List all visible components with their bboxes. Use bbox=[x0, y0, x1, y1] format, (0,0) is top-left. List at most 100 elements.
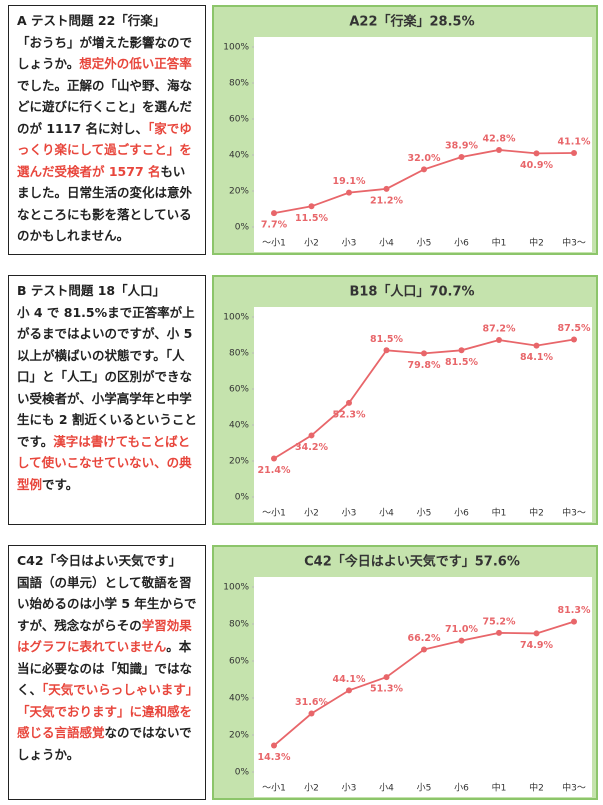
y-tick-label: 100% bbox=[223, 583, 249, 593]
data-point bbox=[421, 646, 427, 653]
data-point bbox=[308, 203, 315, 210]
data-label: 75.2% bbox=[483, 616, 516, 627]
emphasis-text: 漢字は書けてもことばとして使いこなせていない、の典型例 bbox=[17, 433, 192, 492]
data-point bbox=[533, 150, 540, 157]
heading: C42「今日はよい天気です」 bbox=[17, 553, 182, 568]
data-label: 21.2% bbox=[370, 195, 403, 206]
chart-title: B18「人口」70.7% bbox=[349, 284, 474, 300]
x-tick-label: 小6 bbox=[454, 238, 469, 249]
data-point bbox=[271, 742, 277, 749]
data-point bbox=[383, 185, 390, 192]
plot-area bbox=[254, 307, 592, 522]
data-label: 81.3% bbox=[558, 605, 591, 616]
data-point bbox=[496, 337, 502, 344]
body-text: 。本当に必要なのは「知識」ではなく、 bbox=[17, 639, 193, 697]
data-point bbox=[458, 637, 465, 644]
y-tick-label: 80% bbox=[229, 349, 249, 359]
data-label: 79.8% bbox=[408, 360, 441, 371]
chart: B18「人口」70.7% 0% 20% 40% 60% 80% 100% ～小1 小2 小3 小4 小… bbox=[212, 275, 598, 525]
data-point bbox=[383, 674, 390, 681]
y-tick-label: 40% bbox=[229, 694, 249, 704]
x-tick-label: 中2 bbox=[529, 237, 544, 249]
x-tick-label: 小3 bbox=[342, 783, 357, 794]
data-label: 87.2% bbox=[483, 324, 516, 335]
plot-area bbox=[254, 577, 592, 797]
body-text: もいました。日常生活の変化は意外なところにも影を落としているのかもしれません。 bbox=[17, 163, 193, 244]
x-tick-label: ～小1 bbox=[262, 508, 286, 519]
data-point bbox=[458, 153, 465, 160]
data-point bbox=[308, 710, 315, 717]
data-point bbox=[571, 336, 577, 343]
x-tick-label: 小2 bbox=[304, 238, 319, 249]
y-tick-label: 0% bbox=[235, 493, 250, 503]
body-text: です。 bbox=[42, 476, 79, 492]
data-label: 51.3% bbox=[370, 684, 403, 695]
y-tick-label: 20% bbox=[229, 457, 249, 467]
body-text: 「おうち」が増えた影響なのでしょうか。 bbox=[17, 34, 193, 72]
body-text: でした。正解の「山や野、海などに遊びに行くこと」を選んだのが 1117 名に対し… bbox=[17, 77, 193, 136]
data-point bbox=[533, 630, 540, 637]
data-label: 34.2% bbox=[295, 442, 328, 453]
data-label: 11.5% bbox=[295, 213, 328, 224]
x-tick-label: ～小1 bbox=[262, 783, 286, 794]
data-point bbox=[346, 189, 352, 196]
y-tick-label: 80% bbox=[229, 620, 249, 630]
data-point bbox=[571, 150, 577, 157]
x-tick-label: 小3 bbox=[342, 508, 357, 519]
data-point bbox=[496, 146, 502, 153]
chart-title: A22「行楽」28.5% bbox=[349, 14, 474, 30]
x-tick-label: 小5 bbox=[417, 508, 432, 519]
data-point bbox=[571, 618, 577, 625]
data-point bbox=[346, 687, 352, 694]
x-tick-label: 中1 bbox=[492, 782, 507, 794]
data-label: 44.1% bbox=[333, 674, 366, 685]
data-label: 87.5% bbox=[558, 323, 591, 334]
data-label: 84.1% bbox=[520, 352, 553, 363]
text-box: C42「今日はよい天気です」国語（の単元）として敬語を習い始めるのは小学 5 年… bbox=[8, 545, 206, 800]
x-tick-label: 小6 bbox=[454, 508, 469, 519]
y-tick-label: 100% bbox=[223, 313, 249, 323]
data-point bbox=[308, 432, 315, 439]
data-label: 81.5% bbox=[370, 334, 403, 345]
y-tick-label: 20% bbox=[229, 731, 249, 741]
x-tick-label: 小2 bbox=[304, 783, 319, 794]
x-tick-label: ～小1 bbox=[262, 238, 286, 249]
y-tick-label: 0% bbox=[235, 768, 250, 778]
data-label: 71.0% bbox=[445, 624, 478, 635]
data-label: 7.7% bbox=[261, 220, 288, 231]
emphasis-text: 学習効果はグラフに表れていません bbox=[17, 617, 192, 655]
data-label: 66.2% bbox=[408, 633, 441, 644]
data-label: 41.1% bbox=[558, 137, 591, 148]
y-tick-label: 100% bbox=[223, 43, 249, 53]
x-tick-label: 中1 bbox=[492, 237, 507, 249]
data-point bbox=[421, 166, 427, 173]
data-label: 74.9% bbox=[520, 640, 553, 651]
x-tick-label: 小5 bbox=[417, 238, 432, 249]
x-tick-label: 小4 bbox=[379, 783, 394, 794]
body-text: なのではないでしょうか。 bbox=[17, 725, 192, 762]
x-tick-label: 中2 bbox=[529, 507, 544, 519]
chart-title: C42「今日はよい天気です」57.6% bbox=[304, 554, 520, 570]
y-tick-label: 80% bbox=[229, 79, 249, 89]
data-point bbox=[458, 347, 465, 354]
body-text: 国語（の単元）として敬語を習い始めるのは小学 5 年生からですが、残念ながらその bbox=[17, 574, 197, 633]
x-tick-label: 中3～ bbox=[562, 507, 586, 519]
x-tick-label: 小5 bbox=[417, 783, 432, 794]
y-tick-label: 60% bbox=[229, 657, 249, 667]
data-point bbox=[421, 350, 427, 357]
y-tick-label: 40% bbox=[229, 151, 249, 161]
chart: A22「行楽」28.5% 0% 20% 40% 60% 80% 100% ～小1 小2 小3 小4 小… bbox=[212, 5, 598, 255]
data-label: 19.1% bbox=[333, 176, 366, 187]
x-tick-label: 小3 bbox=[342, 238, 357, 249]
x-tick-label: 小4 bbox=[379, 508, 394, 519]
x-tick-label: 中1 bbox=[492, 507, 507, 519]
y-tick-label: 60% bbox=[229, 385, 249, 395]
y-tick-label: 60% bbox=[229, 115, 249, 125]
data-point bbox=[271, 210, 277, 217]
x-tick-label: 小6 bbox=[454, 783, 469, 794]
x-tick-label: 中2 bbox=[529, 782, 544, 794]
data-point bbox=[346, 399, 352, 406]
data-label: 81.5% bbox=[445, 357, 478, 368]
data-label: 40.9% bbox=[520, 160, 553, 171]
text-box: A テスト問題 22「行楽」 「おうち」が増えた影響なのでしょうか。想定外の低い正… bbox=[8, 5, 206, 255]
